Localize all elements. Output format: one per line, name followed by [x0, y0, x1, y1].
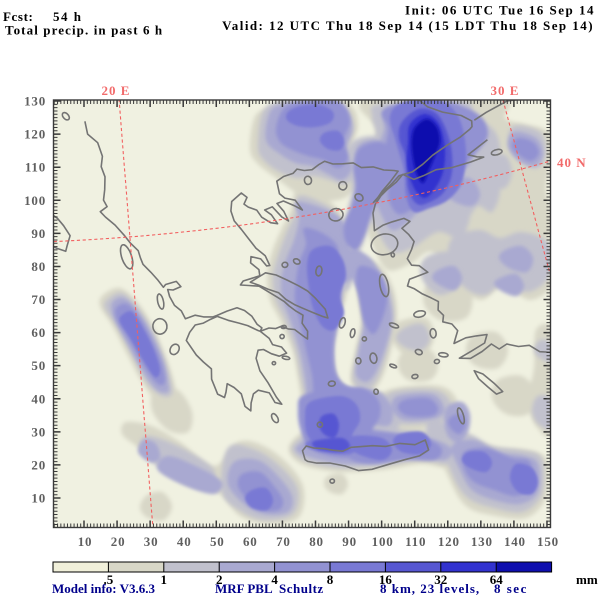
svg-text:70: 70	[276, 534, 291, 549]
svg-text:40 N: 40 N	[557, 155, 587, 170]
svg-text:150: 150	[537, 534, 559, 549]
svg-text:8 km, 23 levels,: 8 km, 23 levels,	[380, 581, 480, 596]
svg-text:80: 80	[31, 259, 46, 274]
svg-text:140: 140	[504, 534, 526, 549]
svg-text:Model info: V3.6.3: Model info: V3.6.3	[52, 581, 156, 596]
svg-text:120: 120	[24, 127, 46, 142]
svg-text:30 E: 30 E	[491, 83, 520, 98]
svg-text:64: 64	[490, 572, 504, 587]
svg-text:1: 1	[161, 572, 168, 587]
svg-text:Total precip. in past 6 h: Total precip. in past 6 h	[5, 23, 163, 38]
svg-text:2: 2	[216, 572, 223, 587]
svg-text:10: 10	[78, 534, 93, 549]
svg-text:30: 30	[144, 534, 159, 549]
svg-text:16: 16	[379, 572, 393, 587]
svg-text:40: 40	[31, 391, 46, 406]
svg-text:Fcst:: Fcst:	[3, 9, 33, 24]
svg-text:100: 100	[24, 193, 46, 208]
svg-text:MRF PBL: MRF PBL	[215, 581, 273, 596]
svg-text:8 sec: 8 sec	[494, 581, 528, 596]
svg-text:70: 70	[31, 292, 46, 307]
svg-text:20: 20	[111, 534, 126, 549]
svg-text:20: 20	[31, 457, 46, 472]
svg-text:.5: .5	[104, 572, 114, 587]
svg-text:100: 100	[372, 534, 394, 549]
svg-text:4: 4	[271, 572, 278, 587]
svg-text:mm: mm	[576, 572, 598, 587]
svg-text:130: 130	[471, 534, 493, 549]
svg-text:40: 40	[177, 534, 192, 549]
svg-text:60: 60	[243, 534, 258, 549]
svg-text:Schultz: Schultz	[279, 581, 324, 596]
svg-text:50: 50	[31, 358, 46, 373]
svg-text:110: 110	[405, 534, 426, 549]
svg-text:90: 90	[342, 534, 357, 549]
svg-text:Valid: 12 UTC Thu 18 Sep 14 (1: Valid: 12 UTC Thu 18 Sep 14 (15 LDT Thu …	[222, 18, 594, 33]
svg-text:10: 10	[31, 491, 46, 506]
svg-text:54 h: 54 h	[53, 9, 82, 24]
svg-text:32: 32	[434, 572, 447, 587]
svg-text:110: 110	[25, 160, 46, 175]
svg-text:90: 90	[31, 226, 46, 241]
svg-text:50: 50	[210, 534, 225, 549]
svg-text:Init: 06 UTC Tue 16 Sep 14: Init: 06 UTC Tue 16 Sep 14	[405, 3, 595, 18]
svg-text:20 E: 20 E	[102, 83, 131, 98]
svg-text:120: 120	[438, 534, 460, 549]
svg-text:8: 8	[327, 572, 334, 587]
svg-text:130: 130	[24, 94, 46, 109]
svg-text:30: 30	[31, 424, 46, 439]
svg-text:60: 60	[31, 325, 46, 340]
svg-text:80: 80	[309, 534, 324, 549]
